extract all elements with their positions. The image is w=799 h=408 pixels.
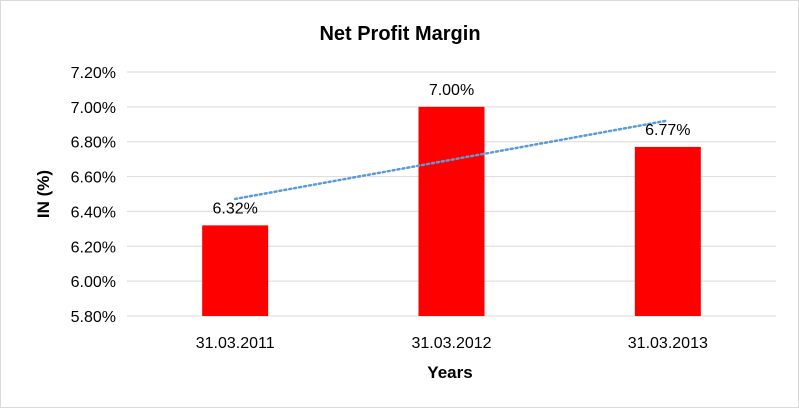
- y-axis-title: IN (%): [34, 170, 53, 218]
- y-tick-label: 5.80%: [71, 309, 116, 326]
- y-axis-ticks: 5.80% 6.00% 6.20% 6.40% 6.60% 6.80% 7.00% 7.20%: [71, 65, 116, 326]
- x-tick-label: 31.03.2011: [196, 335, 275, 352]
- data-labels: 6.32% 7.00% 6.77%: [212, 82, 690, 218]
- y-tick-label: 7.00%: [71, 100, 116, 117]
- x-tick-label: 31.03.2013: [628, 335, 708, 352]
- y-tick-label: 6.60%: [71, 170, 116, 187]
- bar: [418, 106, 485, 316]
- x-axis-ticks: 31.03.2011 31.03.2012 31.03.2013: [196, 335, 708, 352]
- bars: [202, 106, 701, 316]
- y-tick-label: 7.20%: [71, 65, 116, 82]
- bar: [202, 225, 269, 316]
- x-tick-label: 31.03.2012: [411, 335, 491, 352]
- trendline-layer: [233, 119, 670, 201]
- data-label: 7.00%: [429, 82, 474, 99]
- y-tick-label: 6.20%: [71, 239, 116, 256]
- y-tick-label: 6.80%: [71, 135, 116, 152]
- chart-title: Net Profit Margin: [319, 23, 480, 45]
- y-tick-label: 6.00%: [71, 274, 116, 291]
- x-axis-title: Years: [427, 363, 472, 382]
- trendline: [233, 119, 670, 201]
- data-label: 6.77%: [645, 122, 690, 139]
- data-label: 6.32%: [212, 200, 257, 217]
- y-tick-label: 6.40%: [71, 204, 116, 221]
- bar: [634, 146, 701, 316]
